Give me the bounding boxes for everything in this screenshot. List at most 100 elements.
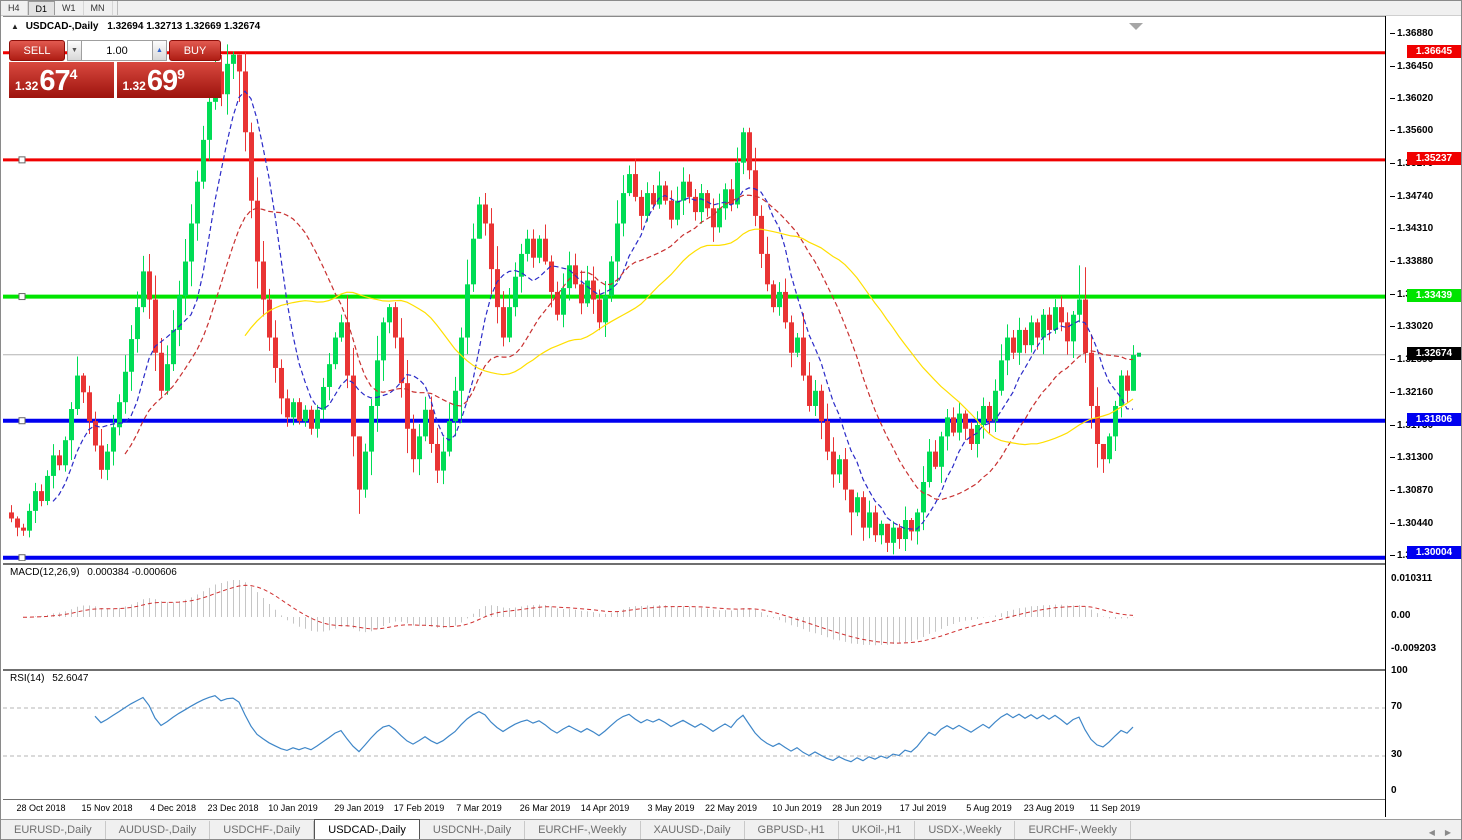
candle-body xyxy=(81,375,86,393)
collapse-trade-panel-icon[interactable]: ▲ xyxy=(11,22,19,31)
candle-body xyxy=(561,288,566,315)
price-axis-tick: 1.32160 xyxy=(1389,386,1434,398)
candle-body xyxy=(1029,322,1034,346)
tab-scroll-controls: ◀ ▶ xyxy=(1428,828,1461,839)
candle-body xyxy=(333,337,338,365)
candle-body xyxy=(9,512,14,519)
chart-tab-eurchf-weekly[interactable]: EURCHF-,Weekly xyxy=(525,821,641,839)
time-axis-label: 23 Dec 2018 xyxy=(207,803,259,813)
price-tag-1.30004: 1.30004 xyxy=(1407,546,1461,559)
price-axis-tick: 1.33020 xyxy=(1389,321,1434,333)
timeframe-button-d1[interactable]: D1 xyxy=(27,1,56,15)
candle-body xyxy=(543,238,548,262)
hline-handle[interactable] xyxy=(18,293,26,301)
candle-body xyxy=(1005,337,1010,361)
buy-price-pip: 9 xyxy=(177,66,185,82)
buy-button[interactable]: BUY xyxy=(169,40,221,61)
chart-shift-marker-icon[interactable] xyxy=(1129,23,1143,30)
timeframe-button-h4[interactable]: H4 xyxy=(1,1,28,15)
candle-body xyxy=(159,352,164,391)
candle-body xyxy=(663,185,668,201)
chart-tab-ukoil-h1[interactable]: UKOil-,H1 xyxy=(839,821,916,839)
hline-handle[interactable] xyxy=(18,417,26,425)
chart-tab-eurchf-weekly[interactable]: EURCHF-,Weekly xyxy=(1015,821,1131,839)
candle-body xyxy=(423,409,428,437)
time-axis-label: 11 Sep 2019 xyxy=(1089,803,1141,813)
candle-body xyxy=(813,390,818,406)
price-tag-1.35237: 1.35237 xyxy=(1407,151,1461,165)
candle-body xyxy=(591,280,596,300)
price-axis-tick: 1.36450 xyxy=(1389,60,1434,72)
rsi-panel[interactable] xyxy=(3,669,1385,797)
buy-price-display[interactable]: 1.32 69 9 xyxy=(116,62,221,98)
tab-scroll-right-icon[interactable]: ▶ xyxy=(1444,828,1451,837)
chart-tab-usdchf-daily[interactable]: USDCHF-,Daily xyxy=(210,821,315,839)
volume-decrease-button[interactable]: ▼ xyxy=(67,40,82,61)
time-axis-label: 14 Apr 2019 xyxy=(580,803,630,813)
chart-tab-usdcnh-daily[interactable]: USDCNH-,Daily xyxy=(420,821,526,839)
volume-increase-button[interactable]: ▲ xyxy=(152,40,167,61)
time-axis-label: 7 Mar 2019 xyxy=(456,803,502,813)
chart-tab-audusd-daily[interactable]: AUDUSD-,Daily xyxy=(106,821,211,839)
candle-body xyxy=(987,405,992,422)
price-axis-tick: 1.33880 xyxy=(1389,256,1434,268)
candle-body xyxy=(729,189,734,205)
price-chart-canvas[interactable] xyxy=(3,17,1385,561)
candle-body xyxy=(771,284,776,308)
candle-body xyxy=(135,307,140,340)
candle-body xyxy=(1017,329,1022,353)
chart-tab-usdx-weekly[interactable]: USDX-,Weekly xyxy=(915,821,1016,839)
sell-price-display[interactable]: 1.32 67 4 xyxy=(9,62,114,98)
time-axis[interactable]: 28 Oct 2018 15 Nov 2018 4 Dec 2018 23 Dec 2… xyxy=(3,799,1385,817)
rsi-line xyxy=(94,695,1134,763)
candle-body xyxy=(885,523,890,543)
macd-axis-label: 0.00 xyxy=(1391,610,1411,621)
candle-body xyxy=(303,409,308,422)
one-click-trade-panel: SELL ▼ ▲ BUY 1.32 67 4 1.32 69 9 xyxy=(9,40,221,98)
candle-body xyxy=(1023,329,1028,346)
candle-body xyxy=(261,261,266,300)
candle-body xyxy=(291,402,296,418)
macd-axis-label: -0.009203 xyxy=(1391,643,1437,655)
price-axis[interactable]: 1.368801.364501.360201.356001.351701.347… xyxy=(1387,16,1461,817)
candle-body xyxy=(459,337,464,391)
candle-body xyxy=(825,421,830,452)
rsi-canvas[interactable] xyxy=(3,671,1385,797)
candle-body xyxy=(33,491,38,511)
candle-body xyxy=(309,409,314,429)
price-axis-tick: 1.36880 xyxy=(1389,27,1434,39)
time-axis-label: 10 Jun 2019 xyxy=(772,803,822,813)
candle-body xyxy=(1089,352,1094,406)
candle-body xyxy=(441,451,446,471)
candle-body xyxy=(369,405,374,452)
time-axis-label: 29 Jan 2019 xyxy=(334,803,384,813)
chart-tab-eurusd-daily[interactable]: EURUSD-,Daily xyxy=(1,821,106,839)
candle-body xyxy=(237,54,242,72)
price-chart-panel[interactable] xyxy=(3,16,1385,561)
candle-body xyxy=(219,71,224,95)
candle-body xyxy=(105,451,110,470)
hline-handle[interactable] xyxy=(18,554,26,561)
chart-tab-usdcad-daily[interactable]: USDCAD-,Daily xyxy=(314,819,420,839)
volume-input[interactable] xyxy=(82,40,152,61)
hline-handle[interactable] xyxy=(18,156,26,164)
price-axis-tick: 1.34310 xyxy=(1389,223,1434,235)
candle-body xyxy=(129,339,134,372)
chart-tab-xauusd-daily[interactable]: XAUUSD-,Daily xyxy=(641,821,745,839)
candle-body xyxy=(387,307,392,323)
macd-panel[interactable] xyxy=(3,563,1385,667)
candle-body xyxy=(963,413,968,429)
candle-body xyxy=(471,238,476,285)
timeframe-button-w1[interactable]: W1 xyxy=(55,1,84,15)
macd-canvas[interactable] xyxy=(3,565,1385,667)
tab-scroll-left-icon[interactable]: ◀ xyxy=(1428,828,1435,837)
candle-body xyxy=(99,445,104,470)
timeframe-button-mn[interactable]: MN xyxy=(84,1,113,15)
sell-button[interactable]: SELL xyxy=(9,40,65,61)
chart-tab-gbpusd-h1[interactable]: GBPUSD-,H1 xyxy=(745,821,839,839)
candle-body xyxy=(993,390,998,422)
candle-body xyxy=(45,475,50,502)
candle-body xyxy=(1041,314,1046,338)
candle-body xyxy=(351,375,356,437)
